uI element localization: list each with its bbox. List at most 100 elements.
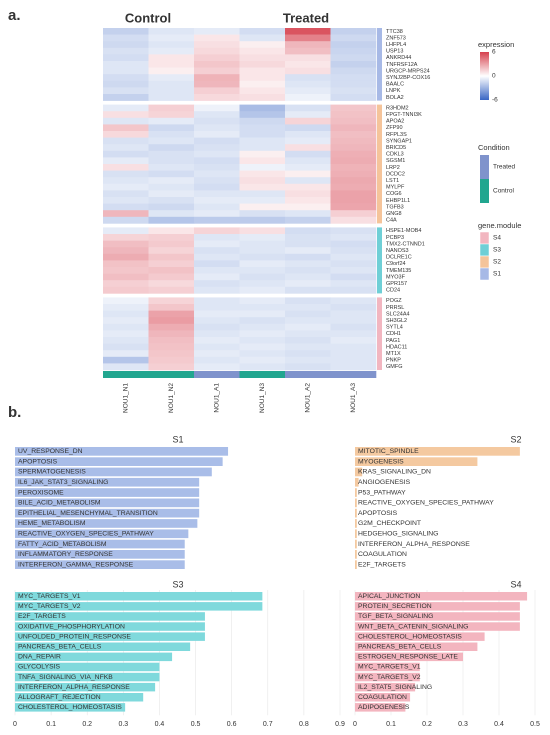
heatmap-cell [239, 67, 286, 75]
heatmap-cell [103, 137, 149, 145]
heatmap-cell [285, 240, 331, 248]
heatmap-cell [148, 170, 195, 178]
heatmap-cell [148, 104, 195, 112]
bar [15, 477, 200, 487]
heatmap-cell [239, 273, 286, 281]
heatmap-cell [103, 267, 149, 274]
bar [355, 682, 416, 692]
heatmap-cell [285, 227, 331, 235]
bar-label: ANGIOGENESIS [358, 479, 411, 486]
heatmap-cell [239, 356, 286, 364]
heatmap-cell [194, 54, 240, 62]
heatmap-cell [194, 350, 240, 358]
bar [15, 612, 205, 621]
heatmap-cell [239, 253, 286, 261]
heatmap-cell [330, 87, 377, 95]
heatmap-cell [194, 273, 240, 281]
gene-label: SGSM1 [386, 158, 405, 164]
heatmap-cell [285, 197, 331, 204]
heatmap-cell [148, 317, 195, 325]
heatmap-cell [330, 240, 377, 248]
heatmap-cell [330, 67, 377, 75]
heatmap-cell [148, 111, 195, 119]
heatmap-cell [330, 183, 377, 191]
heatmap-cell [148, 330, 195, 338]
gene-label: C4A [386, 218, 397, 224]
bar-label: APOPTOSIS [358, 510, 398, 517]
bar [15, 550, 185, 559]
gene-label: SYTL4 [386, 325, 403, 331]
heatmap-cell [148, 203, 195, 211]
bar [355, 539, 357, 549]
bar-label: INTERFERON_GAMMA_RESPONSE [18, 561, 134, 568]
heatmap-cell [194, 61, 240, 68]
heatmap-cell [239, 41, 286, 49]
heatmap-cell [103, 234, 149, 241]
x-tick-label: 0.7 [263, 721, 273, 728]
heatmap-cell [239, 227, 286, 235]
heatmap-cell [239, 74, 286, 82]
heatmap-cell [148, 356, 195, 364]
heatmap-cell [103, 47, 149, 55]
gene-label: HDAC11 [386, 344, 407, 350]
heatmap-cell [103, 343, 149, 351]
heatmap-cell [194, 164, 240, 171]
condition-cell [194, 371, 240, 378]
bar [355, 703, 406, 712]
gene-label: C9orf24 [386, 261, 406, 267]
heatmap-cell [330, 330, 377, 338]
bar-label: INTERFERON_ALPHA_RESPONSE [18, 684, 130, 691]
heatmap-cell [285, 267, 331, 274]
sample-label: NOU1_A2 [304, 383, 311, 413]
legend-swatch [480, 155, 489, 179]
heatmap-cell [103, 310, 149, 318]
bar-label: MYC_TARGETS_V2 [358, 674, 421, 681]
heatmap-cell [239, 137, 286, 145]
heatmap-cell [285, 304, 331, 311]
bar-label: INFLAMMATORY_RESPONSE [18, 551, 113, 558]
legend-label: S3 [493, 247, 501, 254]
heatmap-cell [194, 330, 240, 338]
gene-label: GNG8 [386, 211, 402, 217]
gene-label: ZFP90 [386, 125, 403, 131]
gene-label: DCDC2 [386, 171, 405, 177]
bar-label: IL6_JAK_STAT3_SIGNALING [18, 479, 108, 486]
legend-label: S1 [493, 271, 501, 278]
heatmap-cell [285, 150, 331, 158]
x-tick-label: 0.3 [118, 721, 128, 728]
heatmap-cell [148, 286, 195, 294]
gene-label: FPGT-TNNI3K [386, 112, 422, 118]
heatmap-cell [148, 267, 195, 274]
bar-label: TGF_BETA_SIGNALING [358, 613, 433, 620]
bar-label: PANCREAS_BETA_CELLS [18, 644, 102, 651]
heatmap-cell [103, 190, 149, 198]
heatmap-cell [103, 164, 149, 171]
heatmap-cell [148, 343, 195, 351]
heatmap-cell [103, 330, 149, 338]
bar [15, 467, 212, 477]
heatmap-cell [285, 203, 331, 211]
gene-label: NANOS3 [386, 248, 409, 254]
bar-label: P53_PATHWAY [358, 489, 406, 496]
bar-label: DNA_REPAIR [18, 654, 61, 661]
heatmap-cell [148, 67, 195, 75]
heatmap-cell [330, 247, 377, 255]
bar [355, 612, 520, 621]
gene-label: COG6 [386, 191, 402, 197]
panel-label: b. [8, 404, 21, 421]
bar-label: APICAL_JUNCTION [358, 593, 420, 600]
heatmap-cell [194, 260, 240, 268]
bar-label: UNFOLDED_PROTEIN_RESPONSE [18, 633, 131, 640]
heatmap-cell [285, 117, 331, 125]
panel-title: S3 [172, 579, 183, 589]
heatmap-cell [330, 210, 377, 218]
gene-label: SH3GL2 [386, 318, 407, 324]
heatmap-cell [103, 111, 149, 119]
sample-label: NOU1_N2 [168, 383, 175, 413]
heatmap-cell [103, 157, 149, 165]
heatmap-cell [194, 177, 240, 185]
heatmap-cell [194, 124, 240, 132]
legend-swatch [480, 179, 489, 203]
heatmap-cell [330, 280, 377, 288]
bar [15, 703, 126, 712]
